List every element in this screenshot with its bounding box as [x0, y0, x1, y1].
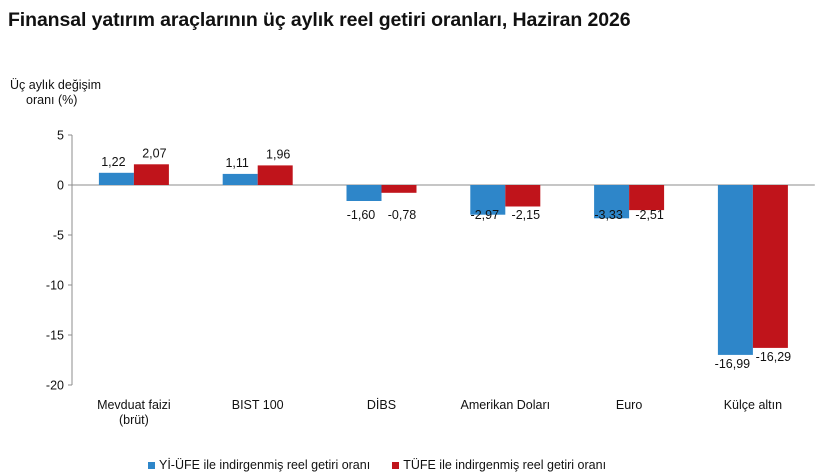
- bar-tufe: [381, 185, 417, 193]
- data-label: 1,96: [266, 147, 290, 161]
- chart-title: Finansal yatırım araçlarının üç aylık re…: [8, 9, 631, 31]
- bar-yi-ufe: [98, 172, 134, 185]
- bar-tufe: [505, 185, 541, 207]
- y-axis-title-line-2: oranı (%): [26, 92, 78, 107]
- x-category-label: DİBS: [367, 398, 396, 412]
- data-label: -3,33: [594, 208, 623, 222]
- y-tick-label: -20: [46, 379, 64, 393]
- data-label: -2,51: [635, 208, 664, 222]
- data-label: -2,97: [471, 208, 500, 222]
- bar-tufe: [629, 185, 665, 211]
- bar-yi-ufe: [470, 185, 506, 215]
- data-label: -1,60: [347, 208, 376, 222]
- bar-yi-ufe: [346, 185, 382, 201]
- bar-tufe: [257, 165, 293, 185]
- bar-tufe: [133, 164, 169, 185]
- legend-swatch-yi-ufe: [148, 461, 155, 469]
- legend-item-tufe: TÜFE ile indirgenmiş reel getiri oranı: [392, 458, 606, 472]
- y-axis-title-line-1: Üç aylık değişim: [10, 78, 101, 92]
- y-tick-label: -15: [46, 329, 64, 343]
- y-axis-title: Üç aylık değişim oranı (%): [10, 78, 160, 107]
- data-label: 2,07: [142, 146, 166, 160]
- x-category-label: BIST 100: [232, 398, 284, 412]
- legend-item-yi-ufe: Yİ-ÜFE ile indirgenmiş reel getiri oranı: [148, 458, 370, 472]
- y-tick-label: 0: [57, 179, 64, 193]
- legend-label-tufe: TÜFE ile indirgenmiş reel getiri oranı: [403, 458, 607, 472]
- y-tick-label: -5: [53, 229, 64, 243]
- data-label: -2,15: [512, 208, 541, 222]
- data-label: 1,11: [225, 156, 248, 170]
- data-label: 1,22: [101, 155, 125, 169]
- chart-legend: Yİ-ÜFE ile indirgenmiş reel getiri oranı…: [148, 458, 624, 472]
- legend-label-yi-ufe: Yİ-ÜFE ile indirgenmiş reel getiri oranı: [159, 458, 371, 472]
- x-category-label: Amerikan Doları: [460, 398, 550, 412]
- y-tick-label: 5: [57, 129, 64, 143]
- x-category-label: Mevduat faizi: [97, 398, 171, 412]
- data-label: -16,99: [715, 357, 750, 371]
- data-label: -16,29: [756, 350, 791, 364]
- legend-swatch-tufe: [392, 461, 400, 469]
- data-label: -0,78: [388, 208, 417, 222]
- bar-yi-ufe: [717, 185, 753, 355]
- x-category-label: Külçe altın: [724, 398, 782, 412]
- x-category-label: (brüt): [119, 413, 149, 427]
- bar-yi-ufe: [594, 185, 630, 219]
- y-tick-label: -10: [46, 279, 64, 293]
- bar-yi-ufe: [222, 173, 258, 185]
- bar-tufe: [752, 185, 788, 348]
- x-category-label: Euro: [616, 398, 642, 412]
